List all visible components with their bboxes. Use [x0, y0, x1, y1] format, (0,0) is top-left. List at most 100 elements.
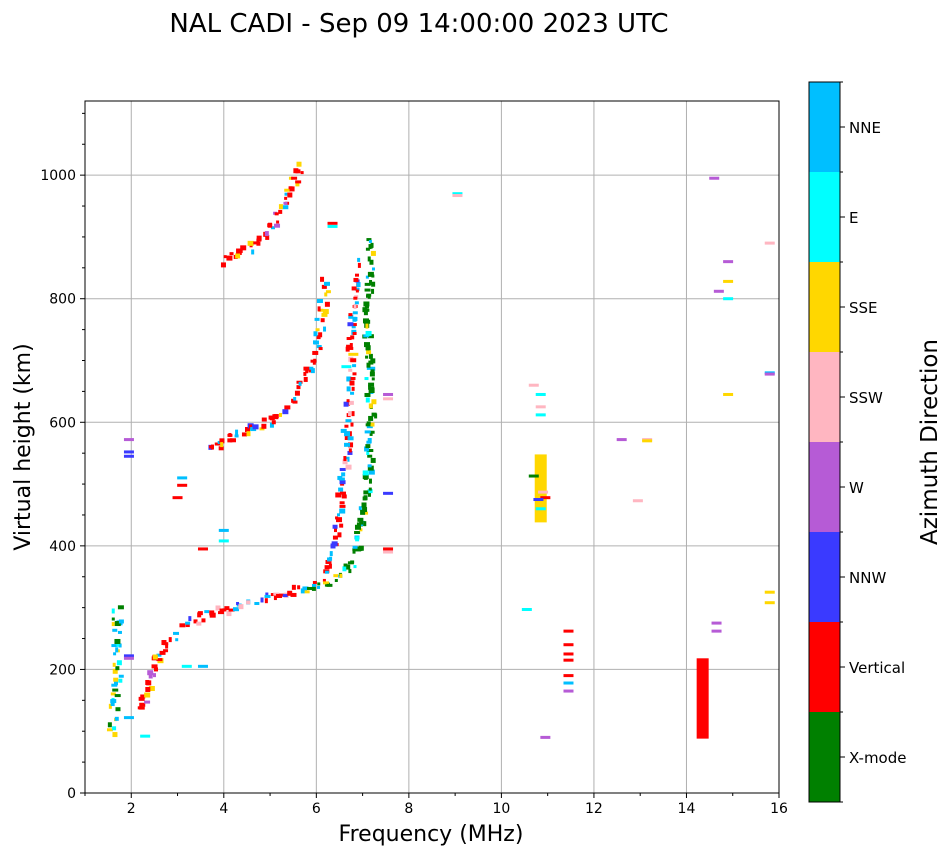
echo-point [235, 429, 239, 435]
echo-point [317, 585, 321, 589]
echo-point [348, 346, 354, 350]
echo-point [343, 401, 349, 407]
echo-point [227, 438, 233, 443]
colorbar-segment [809, 262, 840, 352]
echo-point [350, 422, 354, 427]
echo-point [351, 386, 355, 391]
echo-point [111, 644, 118, 648]
echo-point [349, 343, 353, 348]
echo-point [246, 431, 251, 437]
echo-point [179, 623, 186, 628]
echo-point [361, 502, 367, 508]
echo-point [229, 438, 236, 443]
echo-point [188, 616, 192, 622]
colorbar-tick-label: E [849, 209, 858, 227]
echo-point [228, 433, 232, 438]
echo-point [140, 694, 146, 699]
echo-point [348, 442, 354, 448]
echo-point [321, 284, 327, 289]
echo-point [348, 448, 352, 453]
echo-point [364, 446, 370, 452]
echo-point [287, 590, 293, 596]
echo-point [616, 438, 627, 442]
echo-point [271, 420, 276, 425]
echo-point [642, 439, 653, 443]
echo-point [563, 681, 574, 685]
echo-point [123, 654, 134, 658]
echo-point [269, 422, 274, 428]
echo-point [323, 281, 330, 286]
echo-point [764, 372, 775, 376]
echo-point [364, 288, 371, 292]
echo-point [360, 509, 366, 515]
echo-point [327, 224, 338, 228]
echo-point [723, 260, 734, 264]
echo-point [350, 358, 357, 363]
echo-point [364, 282, 371, 286]
echo-point [348, 313, 353, 317]
echo-point [367, 464, 372, 468]
echo-point [224, 606, 230, 611]
echo-point [353, 277, 359, 282]
ionogram-echoes [106, 161, 775, 739]
echo-point [334, 578, 338, 582]
echo-point [118, 643, 122, 648]
echo-point [236, 248, 242, 254]
echo-point [349, 380, 355, 386]
echo-point [317, 306, 321, 312]
echo-point [346, 337, 352, 341]
echo-point [367, 334, 374, 339]
echo-point [348, 411, 352, 417]
echo-point [185, 624, 190, 628]
echo-point [156, 658, 163, 662]
echo-point [177, 483, 188, 487]
echo-point [154, 666, 158, 670]
colorbar-tick-label: NNW [849, 569, 886, 587]
echo-point [538, 490, 549, 494]
echo-point [320, 318, 325, 323]
echo-point [247, 240, 254, 246]
echo-point [312, 359, 316, 365]
gridlines [85, 101, 779, 793]
echo-point [347, 322, 354, 327]
echo-point [259, 427, 265, 431]
echo-point [217, 440, 221, 444]
echo-point [341, 472, 346, 477]
echo-point [324, 292, 328, 297]
echo-point [364, 377, 369, 381]
echo-point [365, 294, 369, 298]
echo-point [304, 590, 310, 594]
echo-point [535, 392, 546, 396]
echo-point [123, 656, 134, 660]
echo-point [348, 368, 353, 372]
echo-point [330, 543, 336, 549]
echo-point [229, 252, 234, 256]
echo-point [371, 281, 376, 287]
echo-point [282, 205, 289, 210]
echo-point [353, 303, 357, 309]
echo-block [534, 454, 547, 523]
echo-point [305, 368, 309, 374]
echo-point [370, 369, 375, 373]
echo-point [368, 469, 375, 475]
echo-point [363, 301, 370, 307]
echo-point [383, 397, 394, 401]
echo-block [696, 658, 709, 739]
echo-point [310, 368, 315, 374]
echo-point [113, 677, 119, 682]
echo-point [365, 397, 370, 403]
echo-point [313, 331, 318, 337]
echo-point [302, 586, 309, 590]
echo-point [540, 496, 551, 500]
echo-point [303, 587, 308, 592]
echo-point [347, 561, 354, 565]
echo-point [320, 276, 325, 282]
echo-point [222, 608, 227, 612]
echo-point [112, 688, 119, 692]
colorbar-tick-label: X-mode [849, 749, 906, 767]
echo-point [383, 392, 394, 396]
echo-point [175, 638, 179, 642]
echo-point [363, 490, 369, 495]
echo-point [365, 247, 370, 251]
echo-point [632, 499, 643, 503]
